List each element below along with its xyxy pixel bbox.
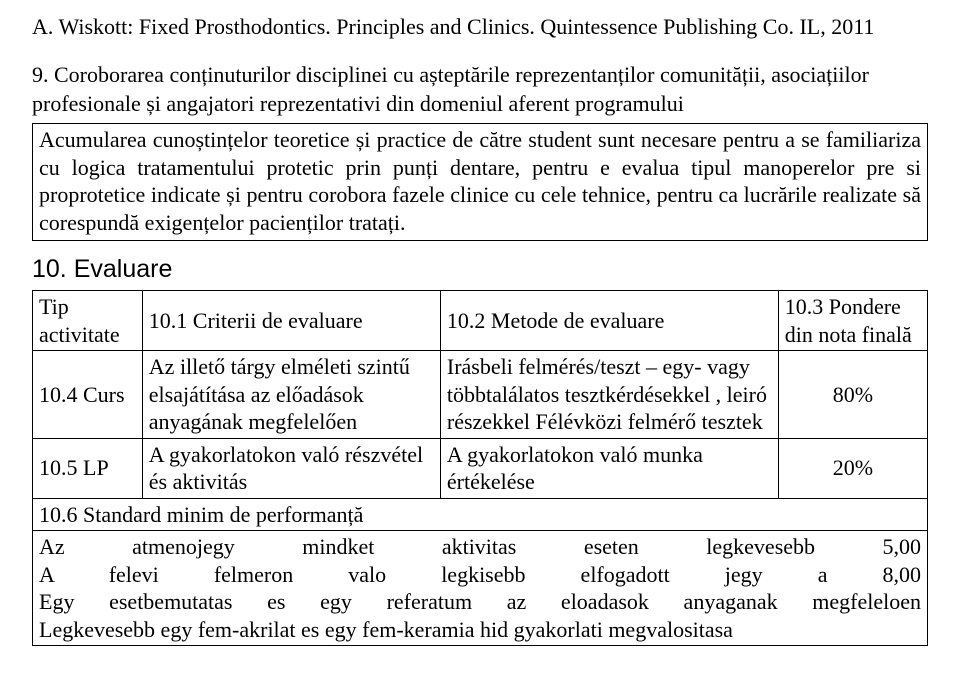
table-row: 10.4 Curs Az illető tárgy elméleti szint… xyxy=(33,351,928,439)
header-pondere: 10.3 Pondere din nota finală xyxy=(778,291,927,351)
row-lp-pondere: 20% xyxy=(778,438,927,498)
table-row-standard: 10.6 Standard minim de performanță xyxy=(33,498,928,531)
header-tip: Tip xyxy=(39,294,69,319)
section-9-body-box: Acumularea cunoștințelor teoretice și pr… xyxy=(32,123,928,241)
row-curs-criterii: Az illető tárgy elméleti szintű elsajátí… xyxy=(142,351,440,439)
table-row-footer: Az atmenojegy mindket aktivitas eseten l… xyxy=(33,531,928,646)
footer-line-2: A felevi felmeron valo legkisebb elfogad… xyxy=(39,561,921,589)
table-header-row: Tip activitate 10.1 Criterii de evaluare… xyxy=(33,291,928,351)
header-pondere-a: 10.3 Pondere xyxy=(785,294,901,319)
row-curs-label: 10.4 Curs xyxy=(33,351,143,439)
header-metode: 10.2 Metode de evaluare xyxy=(440,291,778,351)
header-criterii: 10.1 Criterii de evaluare xyxy=(142,291,440,351)
table-row: 10.5 LP A gyakorlatokon való részvétel é… xyxy=(33,438,928,498)
header-pondere-b: din nota finală xyxy=(785,322,912,347)
row-curs-metode: Irásbeli felmérés/teszt – egy- vagy több… xyxy=(440,351,778,439)
reference-line: A. Wiskott: Fixed Prosthodontics. Princi… xyxy=(32,12,928,42)
footer-cell: Az atmenojegy mindket aktivitas eseten l… xyxy=(33,531,928,646)
row-lp-metode: A gyakorlatokon való munka értékelése xyxy=(440,438,778,498)
row-lp-label: 10.5 LP xyxy=(33,438,143,498)
footer-line-4: Legkevesebb egy fem-akrilat es egy fem-k… xyxy=(39,616,921,644)
row-lp-criterii: A gyakorlatokon való részvétel és aktivi… xyxy=(142,438,440,498)
header-activitate: activitate xyxy=(39,322,120,347)
header-tip-activitate: Tip activitate xyxy=(33,291,143,351)
section-9-body: Acumularea cunoștințelor teoretice și pr… xyxy=(39,126,921,236)
section-9-title: 9. Coroborarea conținuturilor discipline… xyxy=(32,60,928,119)
row-curs-pondere: 80% xyxy=(778,351,927,439)
evaluation-table: Tip activitate 10.1 Criterii de evaluare… xyxy=(32,290,928,646)
section-10-title: 10. Evaluare xyxy=(32,255,928,284)
standard-row: 10.6 Standard minim de performanță xyxy=(33,498,928,531)
footer-line-3: Egy esetbemutatas es egy referatum az el… xyxy=(39,588,921,616)
footer-line-1: Az atmenojegy mindket aktivitas eseten l… xyxy=(39,533,921,561)
